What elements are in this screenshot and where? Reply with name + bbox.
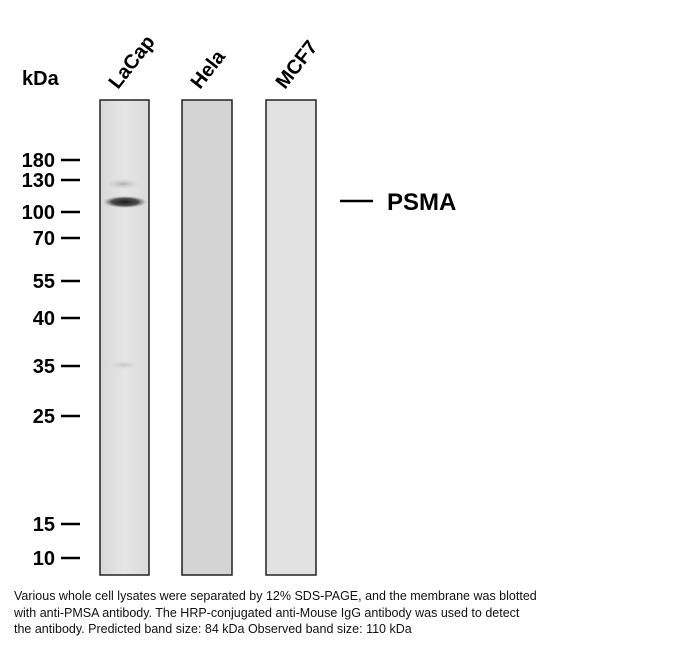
lane-label: Hela <box>187 46 231 94</box>
band-label: PSMA <box>387 189 456 216</box>
lanes <box>99 99 317 576</box>
caption-line: Various whole cell lysates were separate… <box>14 589 537 603</box>
marker-label: 40 <box>33 308 55 330</box>
marker-label: 70 <box>33 228 55 250</box>
lane <box>265 99 317 576</box>
marker-label: 10 <box>33 548 55 570</box>
marker-label: 15 <box>33 514 55 536</box>
unit-label: kDa <box>22 68 60 90</box>
band <box>103 196 147 208</box>
lane <box>181 99 233 576</box>
caption-line: the antibody. Predicted band size: 84 kD… <box>14 622 412 636</box>
caption-line: with anti-PMSA antibody. The HRP-conjuga… <box>14 605 520 620</box>
lane-label: LaCap <box>105 31 160 93</box>
caption: Various whole cell lysates were separate… <box>14 588 674 638</box>
lane <box>99 99 150 576</box>
marker-label: 25 <box>33 406 55 428</box>
faint-band <box>107 179 139 189</box>
marker-label: 100 <box>22 202 55 224</box>
marker-label: 180 <box>22 150 55 172</box>
faint-band <box>110 361 138 369</box>
marker-label: 55 <box>33 271 55 293</box>
marker-label: 130 <box>22 170 55 192</box>
lane-label: MCF7 <box>272 37 323 93</box>
marker-label: 35 <box>33 356 55 378</box>
